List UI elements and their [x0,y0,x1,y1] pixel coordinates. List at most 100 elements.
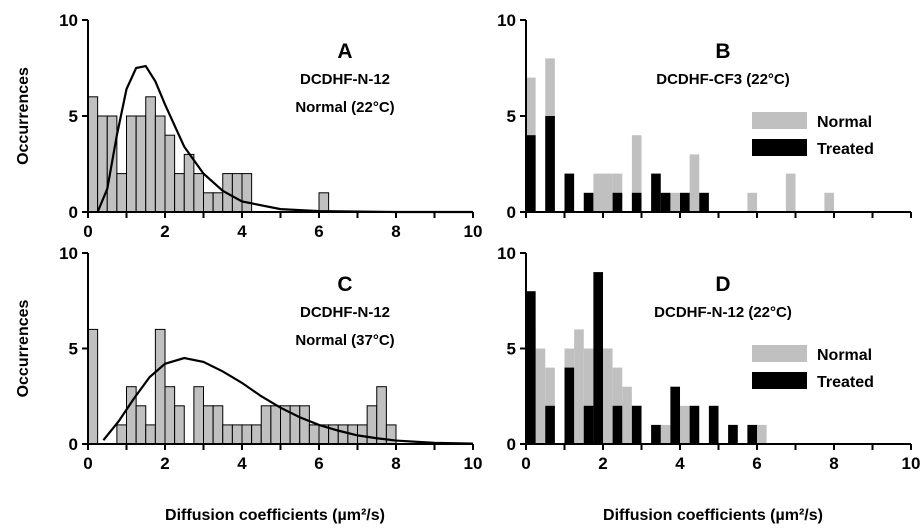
fit-curve-a [96,64,473,214]
bar-d-s0-1 [535,348,546,444]
bar-c-s0-16 [241,424,253,445]
y-axis-label-c: Occurrences [15,299,32,397]
panel-letter-b: B [715,40,730,63]
bar-a-s0-10 [183,153,195,213]
bar-a-s0-12 [203,192,214,213]
bar-b-s0-8 [689,154,700,212]
bar-d-s0-5 [583,348,594,444]
bar-b-s1-0 [526,135,536,212]
bar-c-s0-5 [135,405,147,445]
legend-label-b-1: Treated [817,141,874,158]
bar-c-s0-18 [260,405,272,445]
bar-d-s0-4 [574,329,584,444]
y-tick-label-a-0: 0 [69,203,78,222]
bar-a-s0-4 [126,115,137,213]
x-tick-label-d-4: 8 [829,454,838,473]
fit-curve-c [102,356,474,445]
panel-subtitle-c-0: DCDHF-N-12 [300,304,390,321]
bar-b-s1-7 [660,192,671,212]
y-tick-label-a-2: 10 [59,11,78,30]
bar-a-s0-11 [193,173,205,213]
bar-b-s0-7 [670,192,681,212]
y-axis-label-a: Occurrences [15,67,32,165]
bar-c-s0-9 [174,405,185,445]
y-tick-label-b-0: 0 [507,203,516,222]
panel-d: 0 5 10 0 2 4 6 8 10 D DCDHF-N-12 (22°C) Normal Treat… [497,244,920,473]
y-tick-label-a-1: 5 [69,107,78,126]
bar-d-s1-11 [728,424,738,444]
bar-b-s0-2 [593,173,604,212]
panel-subtitle-c-1: Normal (37°C) [295,332,394,349]
x-tick-label-a-5: 10 [464,222,483,241]
bar-a-s0-8 [164,134,176,213]
bar-d-s1-9 [689,405,700,444]
bar-b-s0-3 [603,173,613,212]
x-tick-label-a-3: 6 [314,222,323,241]
panel-subtitle-d-0: DCDHF-N-12 (22°C) [654,304,792,321]
x-tick-label-a-1: 2 [160,222,169,241]
panel-subtitle-a-0: DCDHF-N-12 [300,71,390,88]
bar-d-s1-6 [631,405,642,444]
x-tick-label-d-1: 2 [598,454,607,473]
bar-a-s0-5 [135,115,147,213]
panel-letter-a: A [337,40,352,63]
legend-swatch-d-0 [752,345,807,362]
bar-d-s0-8 [622,386,632,444]
x-tick-label-c-2: 4 [237,454,247,473]
legend-label-b-0: Normal [817,114,872,131]
x-tick-label-c-0: 0 [83,454,92,473]
y-tick-label-d-1: 5 [507,340,516,359]
y-tick-label-c-0: 0 [69,435,78,454]
bar-b-s0-9 [747,192,758,212]
bar-d-s0-6 [603,348,613,444]
bar-d-s1-0 [526,291,536,444]
panel-c: 0 5 10 0 2 4 6 8 10 Occurrences C DCDHF-N-12 Normal … [15,244,482,473]
bar-c-s0-21 [289,405,301,445]
x-axis-label-right: Diffusion coefficients (µm²/s) [603,507,823,524]
x-tick-label-a-2: 4 [237,222,247,241]
y-tick-label-b-2: 10 [497,11,516,30]
bar-c-s0-14 [222,424,233,445]
x-axis-label-left: Diffusion coefficients (µm²/s) [165,507,385,524]
x-tick-label-d-0: 0 [521,454,530,473]
bar-b-s1-9 [699,192,709,212]
bar-a-s0-0 [87,96,99,213]
x-tick-label-d-3: 6 [752,454,761,473]
bar-a-s0-17 [318,192,330,213]
x-tick-label-c-1: 2 [160,454,169,473]
y-tick-label-c-1: 5 [69,340,78,359]
y-tick-label-d-2: 10 [497,244,516,263]
bar-c-s0-6 [145,424,156,445]
bar-c-s0-7 [154,328,166,445]
bar-b-s1-6 [651,173,661,212]
x-tick-label-c-5: 10 [464,454,483,473]
bar-d-s0-14 [757,424,767,444]
bar-d-s1-1 [545,405,555,444]
bar-d-s1-8 [670,386,681,444]
bar-a-s0-9 [174,173,185,213]
bar-c-s0-30 [376,386,387,445]
bar-c-s0-13 [212,405,224,445]
legend-label-d-1: Treated [817,374,874,391]
panel-letter-c: C [337,273,352,296]
bar-b-s0-10 [785,173,796,212]
bar-c-s0-8 [164,386,176,445]
bar-c-s0-4 [126,386,137,445]
panel-a: 0 5 10 0 2 4 6 8 10 Occurrences A DCDHF-N-12 Normal … [15,11,482,241]
bar-d-s1-2 [564,367,575,444]
bar-b-s0-5 [631,135,642,212]
bar-c-s0-15 [231,424,243,445]
x-tick-label-a-4: 8 [391,222,400,241]
bar-d-s1-4 [593,272,604,444]
bar-d-s1-12 [747,424,758,444]
bar-c-s0-22 [299,405,310,445]
bar-b-s1-8 [680,192,690,212]
bar-c-s0-28 [357,424,368,445]
bar-d-s0-12 [680,405,690,444]
legend-swatch-b-0 [752,112,807,129]
bar-b-s0-11 [824,192,835,212]
bar-d-s1-10 [708,405,719,444]
bar-c-s0-11 [193,386,205,445]
panel-subtitle-a-1: Normal (22°C) [295,99,394,116]
